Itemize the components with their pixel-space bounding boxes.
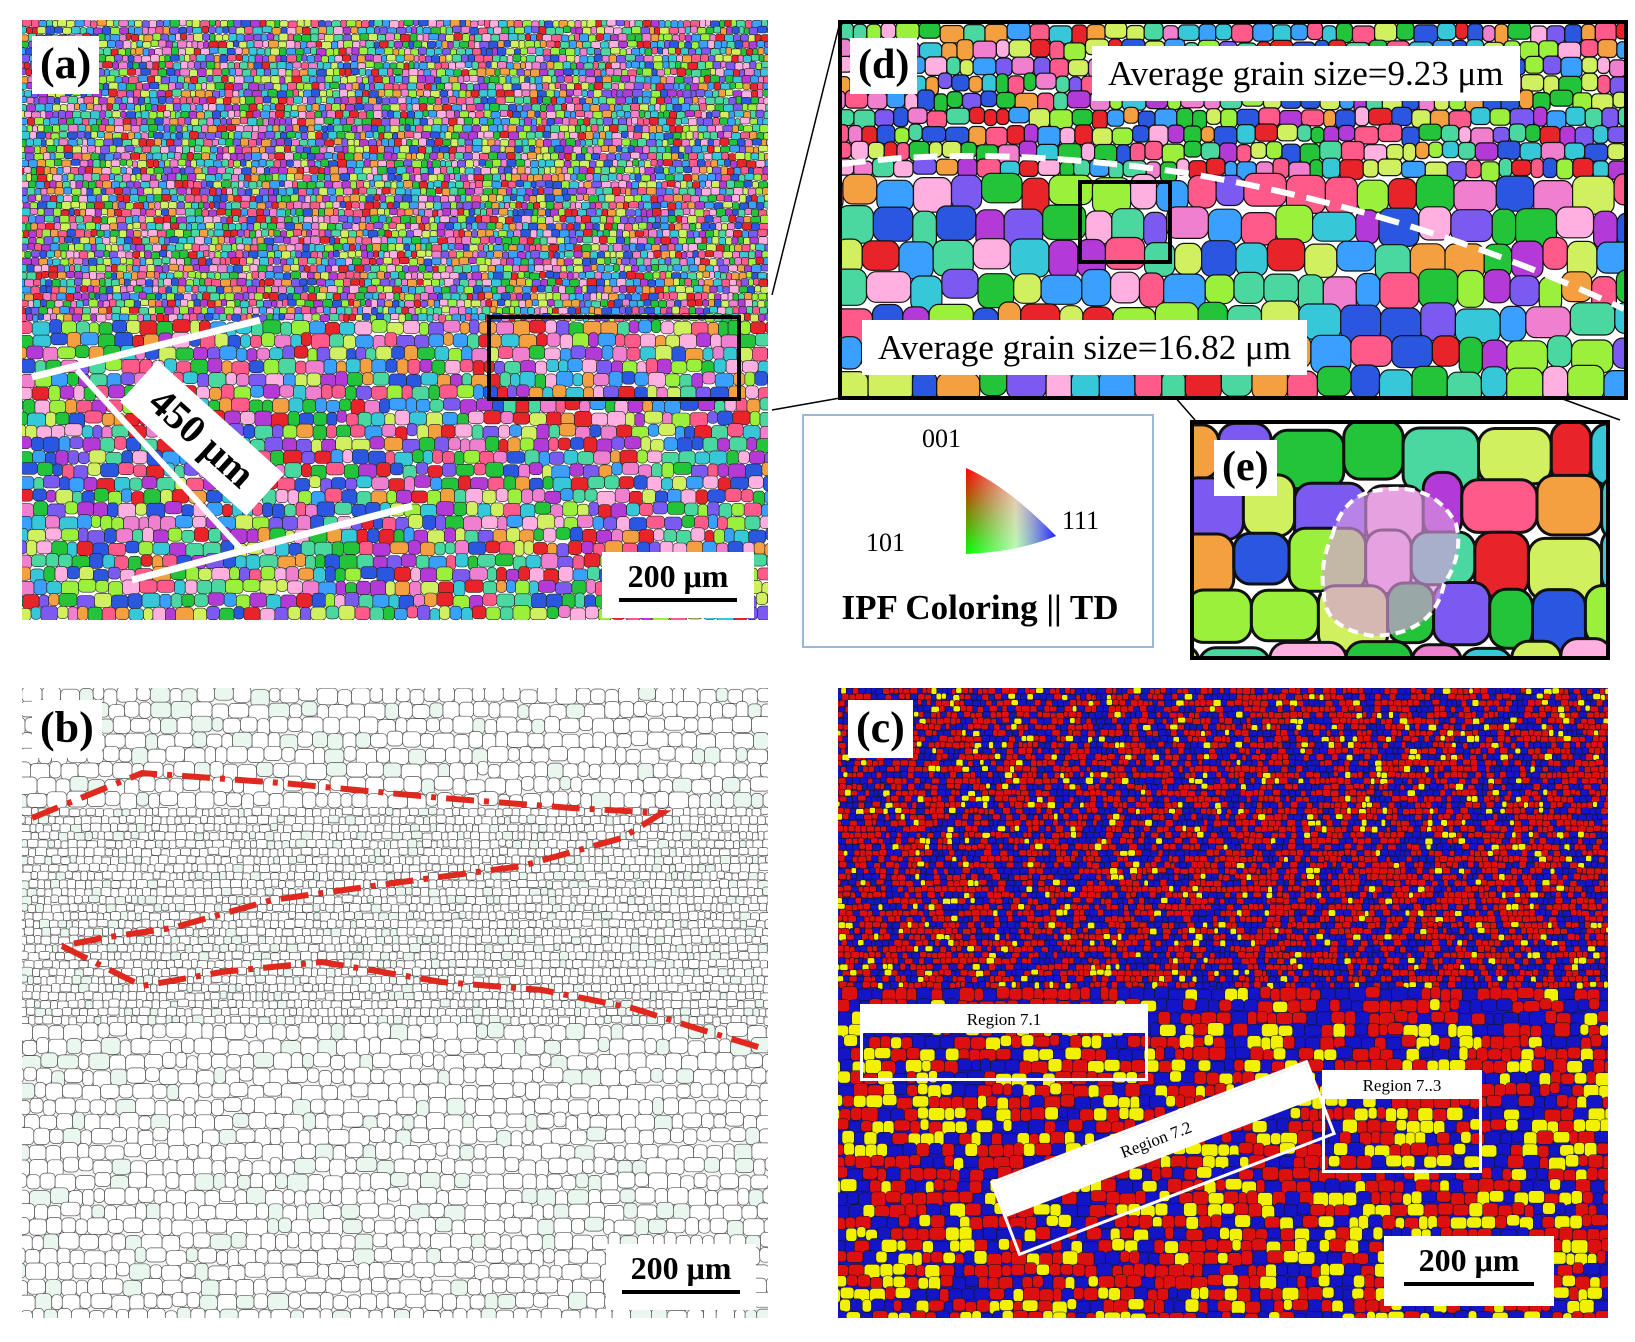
band-outline-dashdot (30, 769, 768, 1053)
grain-outline-dashed (1320, 486, 1461, 639)
scale-bar-c-text: 200 μm (1418, 1242, 1520, 1278)
ipf-grain-map-a (22, 20, 768, 620)
panel-d-label: (d) (850, 38, 918, 94)
scale-bar-a-line (619, 598, 737, 602)
legend-title: IPF Coloring || TD (841, 588, 1119, 627)
legend-corner-111: 111 (1062, 506, 1100, 535)
panel-b-label: (b) (32, 700, 102, 758)
region-7-3-label: Region 7..3 (1325, 1073, 1479, 1099)
panel-c-label: (c) (848, 700, 913, 758)
legend-corner-001: 001 (922, 424, 961, 453)
phase-map-c (838, 688, 1608, 1318)
region-7-1-box (860, 1004, 1148, 1081)
panel-b-boundary-map: (b) 200 μm (22, 688, 768, 1318)
panel-c-phase-map: Region 7.1 Region 7.2 Region 7..3 (c) 20… (838, 688, 1608, 1318)
legend-corner-101: 101 (866, 528, 905, 557)
avg-grain-size-bottom: Average grain size=16.82 μm (862, 320, 1307, 375)
scale-bar-c-line (1404, 1282, 1534, 1286)
panel-a-ipf-map: 450 μm (a) 200 μm (22, 20, 768, 620)
scale-bar-b: 200 μm (606, 1244, 756, 1310)
ipf-triangle (966, 468, 1056, 554)
panel-e-label: (e) (1214, 440, 1277, 496)
ipf-legend: 001 101 111 IPF Coloring || TD (802, 414, 1154, 648)
scale-bar-a-text: 200 μm (627, 558, 729, 594)
scale-bar-b-text: 200 μm (630, 1250, 732, 1286)
panel-a-label: (a) (32, 36, 100, 94)
panel-d-ipf-zoom: Average grain size=9.23 μm Average grain… (838, 20, 1628, 400)
scale-bar-c: 200 μm (1384, 1236, 1554, 1306)
scale-bar-a: 200 μm (602, 552, 754, 618)
grain-boundary-map-b (22, 688, 768, 1318)
region-7-3-box (1322, 1070, 1482, 1173)
width-annotation-lines (31, 315, 741, 584)
region-7-1-label: Region 7.1 (863, 1007, 1145, 1033)
avg-grain-size-top: Average grain size=9.23 μm (1092, 46, 1520, 101)
scale-bar-b-line (622, 1290, 740, 1294)
panel-e-ipf-detail: (e) (1190, 420, 1610, 660)
boundary-dashed-line (842, 153, 1624, 312)
